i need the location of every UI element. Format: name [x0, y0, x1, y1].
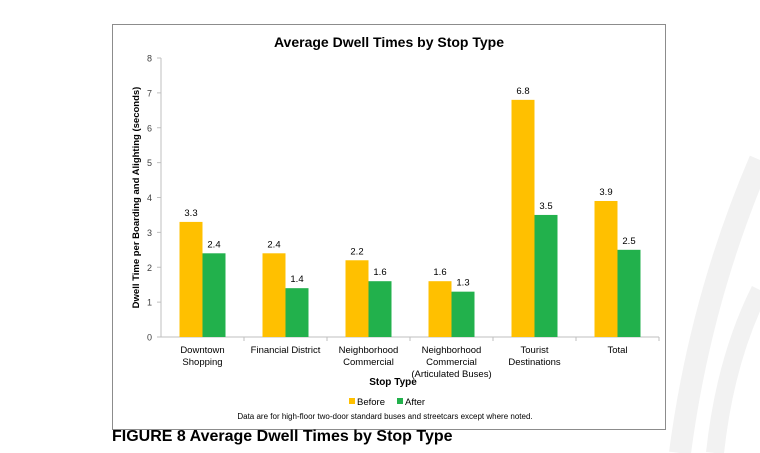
legend-swatch-after	[397, 398, 403, 404]
x-tick-label: Neighborhood	[422, 345, 482, 356]
bar-before	[262, 253, 286, 337]
data-label: 3.9	[599, 187, 612, 198]
legend-label: Before	[357, 397, 385, 408]
chart-note: Data are for high-floor two-door standar…	[237, 412, 532, 421]
y-tick-label: 7	[147, 88, 152, 98]
x-tick-label: Destinations	[508, 357, 561, 368]
bar-after	[534, 214, 558, 337]
y-tick-label: 6	[147, 123, 152, 133]
data-label: 3.5	[539, 201, 552, 212]
y-axis-label: Dwell Time per Boarding and Alighting (s…	[131, 87, 142, 309]
chart-title: Average Dwell Times by Stop Type	[274, 34, 504, 50]
y-tick-label: 2	[147, 263, 152, 273]
x-tick-label: Total	[607, 345, 627, 356]
bar-after	[368, 281, 392, 337]
chart-frame: Average Dwell Times by Stop Type 0 1 2 3 4 5 6 7…	[112, 24, 666, 430]
data-label: 1.6	[373, 267, 386, 278]
x-tick-label: Downtown	[180, 345, 224, 356]
x-tick-label: Tourist	[521, 345, 549, 356]
data-label: 1.3	[456, 278, 469, 289]
bar-before	[511, 99, 535, 337]
y-tick-label: 8	[147, 54, 152, 64]
y-tick-label: 3	[147, 228, 152, 238]
bar-after	[202, 253, 226, 337]
x-tick-label: Commercial	[343, 357, 394, 368]
bar-after	[617, 249, 641, 337]
x-axis-label: Stop Type	[369, 377, 417, 388]
bar-after	[285, 288, 309, 337]
legend-swatch-before	[349, 398, 355, 404]
data-label: 1.4	[290, 274, 303, 285]
data-label: 2.4	[207, 239, 220, 250]
data-label: 2.4	[267, 239, 280, 250]
data-label: 3.3	[184, 208, 197, 219]
bar-after	[451, 291, 475, 337]
data-label: 1.6	[433, 267, 446, 278]
bar-before	[179, 221, 203, 337]
y-tick-label: 0	[147, 333, 152, 343]
bar-chart: Average Dwell Times by Stop Type 0 1 2 3 4 5 6 7…	[131, 34, 660, 421]
x-tick-label: (Articulated Buses)	[411, 369, 491, 380]
legend-label: After	[405, 397, 425, 408]
y-tick-label: 1	[147, 298, 152, 308]
x-tick-label: Commercial	[426, 357, 477, 368]
y-tick-label: 4	[147, 193, 152, 203]
bar-before	[428, 281, 452, 337]
data-label: 2.2	[350, 246, 363, 257]
data-label: 6.8	[516, 86, 529, 97]
x-tick-label: Neighborhood	[339, 345, 399, 356]
figure-caption: FIGURE 8 Average Dwell Times by Stop Typ…	[112, 428, 453, 445]
data-label: 2.5	[622, 236, 635, 247]
bar-before	[594, 200, 618, 337]
bar-before	[345, 260, 369, 337]
x-tick-label: Shopping	[182, 357, 222, 368]
y-tick-label: 5	[147, 158, 152, 168]
x-tick-label: Financial District	[251, 345, 321, 356]
